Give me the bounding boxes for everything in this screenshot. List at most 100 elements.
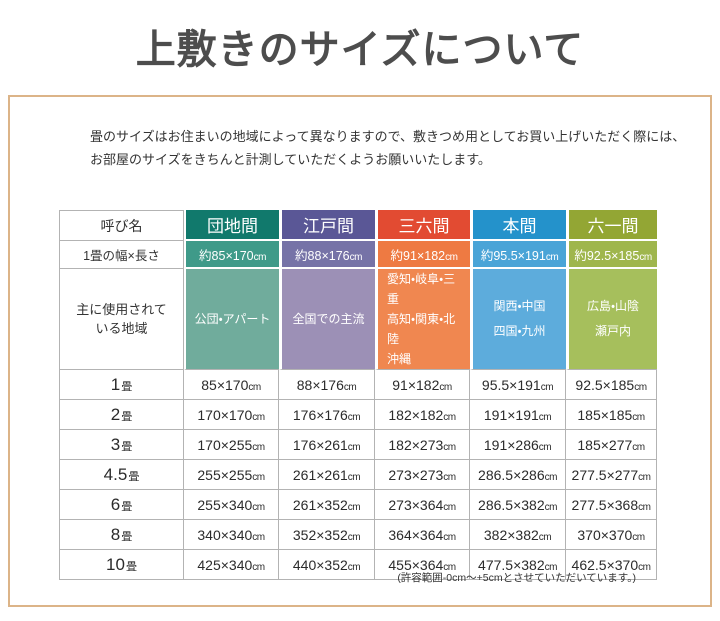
tatami-unit: 畳: [121, 440, 133, 453]
cm-unit: cm: [252, 471, 265, 483]
cm-unit: cm: [443, 411, 456, 423]
row-label-3: 4.5畳: [59, 460, 184, 490]
cm-unit: cm: [445, 251, 458, 263]
row-label-number: 2: [110, 404, 121, 424]
dimension-value: 95.5×191: [481, 376, 541, 393]
cm-unit: cm: [347, 471, 361, 483]
cm-unit: cm: [253, 251, 267, 263]
cm-unit: cm: [347, 501, 361, 513]
dimension-value: 370×370: [577, 526, 633, 543]
cm-unit: cm: [252, 441, 265, 453]
column-name: 六一間: [587, 217, 639, 236]
value-cell-5-0: 340×340cm: [184, 520, 279, 550]
row-label-number: 3: [110, 434, 121, 454]
row-label-number: 10: [106, 554, 125, 574]
row-label-2: 3畳: [59, 430, 184, 460]
size-cell-1: 約88×176cm: [279, 241, 375, 269]
cm-unit: cm: [347, 411, 361, 423]
column-name: 江戸間: [303, 217, 354, 236]
cm-unit: cm: [544, 501, 558, 513]
corner-label: 呼び名: [100, 217, 143, 234]
row-label-0: 1畳: [59, 370, 184, 400]
cm-unit: cm: [638, 471, 651, 483]
cm-unit: cm: [343, 381, 357, 393]
value-cell-4-4: 277.5×368cm: [566, 490, 657, 520]
cm-unit: cm: [347, 531, 361, 543]
value-cell-0-3: 95.5×191cm: [470, 370, 566, 400]
region-name: 瀬戸内: [594, 324, 631, 338]
dimension-value: 277.5×277: [571, 466, 639, 483]
cm-unit: cm: [632, 441, 645, 453]
value-cell-6-1: 440×352cm: [279, 550, 375, 580]
dimension-value: 85×170: [201, 376, 249, 393]
column-name: 三六間: [398, 217, 450, 236]
dimension-value: 191×191: [483, 406, 539, 423]
value-cell-4-1: 261×352cm: [279, 490, 375, 520]
value-cell-4-2: 273×364cm: [375, 490, 470, 520]
column-header-4: 六一間: [566, 210, 657, 241]
row-label-number: 4.5: [103, 464, 128, 484]
value-cell-3-1: 261×261cm: [279, 460, 375, 490]
region-name: 四国・九州: [493, 324, 546, 338]
cm-unit: cm: [439, 381, 452, 393]
region-row-label-line: いる地域: [95, 321, 148, 336]
cm-unit: cm: [248, 381, 261, 393]
cm-unit: cm: [544, 471, 558, 483]
cm-unit: cm: [252, 531, 265, 543]
row-label-6: 10畳: [59, 550, 184, 580]
size-value: 約95.5×191: [480, 248, 546, 263]
value-cell-2-1: 176×261cm: [279, 430, 375, 460]
value-cell-1-2: 182×182cm: [375, 400, 470, 430]
row-label-number: 1: [110, 374, 121, 394]
cm-unit: cm: [638, 501, 651, 513]
cm-unit: cm: [443, 501, 456, 513]
value-cell-5-3: 382×382cm: [470, 520, 566, 550]
dimension-value: 261×352: [292, 496, 348, 513]
table-row-3-tatami: 3畳 170×255cm 176×261cm 182×273cm 191×286cm 18…: [59, 430, 657, 460]
column-header-1: 江戸間: [279, 210, 375, 241]
size-row-label-cell: 1畳の幅×長さ: [59, 241, 184, 269]
table-row-1-tatami: 1畳 85×170cm 88×176cm 91×182cm 95.5×191cm 92.5…: [59, 370, 657, 400]
dimension-value: 255×255: [197, 466, 253, 483]
cm-unit: cm: [347, 561, 361, 573]
cm-unit: cm: [252, 561, 265, 573]
region-cell-2: 愛知・岐阜・三重 高知・関東・北陸 沖縄: [375, 269, 470, 370]
region-row-label-line: 主に使用されて: [76, 302, 167, 317]
dimension-value: 273×364: [388, 496, 444, 513]
value-cell-3-0: 255×255cm: [184, 460, 279, 490]
column-name: 本間: [502, 217, 537, 236]
tatami-unit: 畳: [125, 560, 137, 573]
dimension-value: 352×352: [292, 526, 348, 543]
size-cell-4: 約92.5×185cm: [566, 241, 657, 269]
dimension-value: 440×352: [292, 556, 348, 573]
tatami-unit: 畳: [121, 380, 133, 393]
value-cell-0-1: 88×176cm: [279, 370, 375, 400]
value-cell-6-0: 425×340cm: [184, 550, 279, 580]
cm-unit: cm: [544, 561, 558, 573]
cm-unit: cm: [538, 441, 552, 453]
dimension-value: 185×277: [577, 436, 633, 453]
value-cell-4-0: 255×340cm: [184, 490, 279, 520]
cm-unit: cm: [638, 561, 651, 573]
row-label-5: 8畳: [59, 520, 184, 550]
value-cell-0-0: 85×170cm: [184, 370, 279, 400]
tatami-size-table: 呼び名 団地間 江戸間 三六間 本間 六一間 1畳の幅×長さ 約85×170cm 約88×176…: [59, 210, 657, 580]
column-name: 団地間: [207, 217, 258, 236]
dimension-value: 273×273: [388, 466, 444, 483]
table-row-8-tatami: 8畳 340×340cm 352×352cm 364×364cm 382×382cm 37…: [59, 520, 657, 550]
value-cell-2-3: 191×286cm: [470, 430, 566, 460]
row-label-1: 2畳: [59, 400, 184, 430]
page-title: 上敷きのサイズについて: [135, 26, 585, 73]
dimension-value: 185×185: [577, 406, 633, 423]
corner-cell: 呼び名: [59, 210, 184, 241]
dimension-value: 92.5×185: [575, 376, 635, 393]
intro-line-1: 畳のサイズはお住まいの地域によって異なりますので、敷きつめ用としてお買い上げいた…: [90, 129, 686, 144]
region-name: 全国での主流: [292, 312, 365, 326]
table-row-6-tatami: 6畳 255×340cm 261×352cm 273×364cm 286.5×382cm…: [59, 490, 657, 520]
dimension-value: 286.5×286: [478, 466, 545, 483]
tatami-unit: 畳: [121, 410, 133, 423]
tatami-unit: 畳: [128, 470, 140, 483]
cm-unit: cm: [349, 251, 363, 263]
cm-unit: cm: [538, 531, 552, 543]
